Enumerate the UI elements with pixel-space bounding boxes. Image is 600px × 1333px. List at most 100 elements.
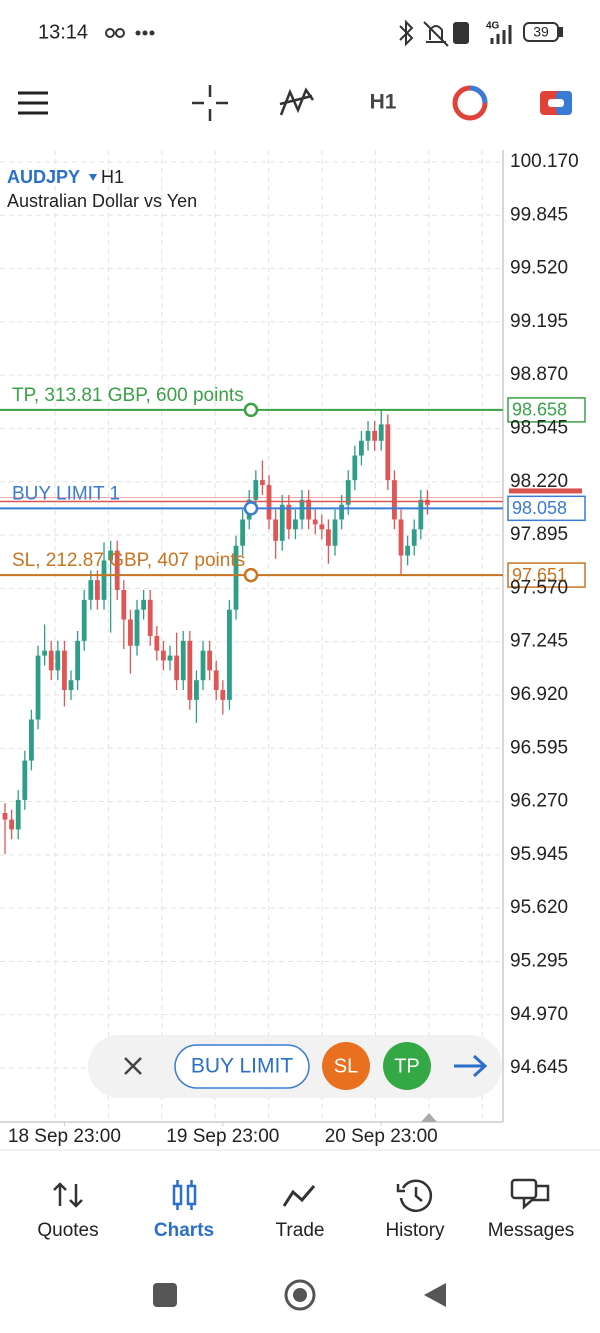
level-handle[interactable]	[243, 567, 259, 583]
history-icon[interactable]	[396, 1179, 433, 1212]
symbol[interactable]: AUDJPY	[7, 167, 80, 187]
candle-body	[306, 499, 312, 520]
nav-label[interactable]: Trade	[276, 1220, 325, 1241]
objects-button[interactable]	[452, 85, 488, 121]
candle-body	[75, 640, 81, 681]
nav-label[interactable]: Messages	[488, 1220, 575, 1241]
y-tick-label: 99.195	[510, 311, 568, 332]
candle-body	[227, 609, 232, 700]
tp-label[interactable]: TP	[394, 1055, 420, 1077]
candle-body	[48, 650, 54, 671]
chart-timeframe: H1	[101, 167, 124, 187]
next-button[interactable]	[454, 1054, 488, 1078]
candle-body	[167, 655, 173, 661]
candle-body	[108, 550, 114, 561]
candles	[2, 409, 430, 855]
level-handle[interactable]	[243, 501, 259, 516]
candle-body	[273, 519, 279, 541]
level-price-box	[507, 495, 586, 522]
tp-button[interactable]	[383, 1042, 431, 1090]
candle-body	[299, 499, 305, 520]
order-type-pill[interactable]	[174, 1044, 310, 1089]
nav-label[interactable]: Quotes	[37, 1220, 98, 1241]
candle-body	[35, 655, 41, 720]
crosshair-button[interactable]	[192, 85, 228, 121]
x-tick-label: 19 Sep 23:00	[166, 1126, 279, 1147]
candle-body	[134, 609, 140, 646]
sl-label[interactable]: SL	[334, 1055, 358, 1077]
candle-body	[200, 650, 206, 681]
quotes-icon[interactable]	[53, 1182, 83, 1208]
candle-body	[372, 430, 378, 441]
home-button-dot[interactable]	[293, 1288, 307, 1302]
candle-body	[194, 680, 199, 700]
candle-body	[213, 670, 219, 691]
y-tick-label: 98.545	[510, 417, 568, 438]
candle-body	[22, 760, 28, 800]
level-price-box	[507, 562, 586, 588]
level-label: SL, 212.87 GBP, 407 points	[12, 550, 245, 571]
y-tick-label: 95.945	[510, 844, 568, 865]
candle-body	[62, 650, 67, 691]
candle-body	[9, 819, 15, 830]
candle-body	[365, 430, 371, 441]
candle-body	[207, 650, 213, 671]
candle-body	[332, 519, 338, 546]
y-tick-label: 96.920	[510, 684, 568, 705]
level-handle[interactable]	[243, 402, 259, 418]
y-tick-label: 98.220	[510, 471, 568, 492]
battery-level: 39	[533, 24, 549, 40]
nav-label[interactable]: Charts	[154, 1220, 214, 1241]
messages-icon[interactable]	[510, 1178, 550, 1210]
indicators-button[interactable]	[279, 87, 315, 116]
y-tick-label: 98.870	[510, 364, 568, 385]
back-button[interactable]	[424, 1283, 446, 1307]
y-tick-label: 95.620	[510, 897, 568, 918]
trade-button[interactable]	[540, 91, 572, 115]
candle-body	[29, 719, 34, 761]
home-button[interactable]	[284, 1279, 316, 1311]
close-button[interactable]	[124, 1057, 142, 1075]
y-tick-label: 99.845	[510, 204, 568, 225]
candle-body	[240, 519, 246, 546]
level-price: 98.058	[512, 498, 567, 518]
y-tick-label: 97.570	[510, 577, 568, 598]
recents-button[interactable]	[153, 1283, 177, 1307]
bid-price-marker	[509, 488, 582, 494]
candle-body	[398, 519, 404, 556]
x-tick-label: 20 Sep 23:00	[325, 1126, 438, 1147]
candle-body	[121, 589, 127, 620]
level-label: TP, 313.81 GBP, 600 points	[12, 385, 244, 406]
menu-button[interactable]	[18, 91, 48, 115]
order-type[interactable]: BUY LIMIT	[191, 1055, 293, 1078]
clock: 13:14	[38, 21, 88, 43]
levels: TP, 313.81 GBP, 600 points 98.658 BUY LIMI…	[0, 385, 586, 588]
scroll-marker	[421, 1113, 437, 1122]
nav-label[interactable]: History	[385, 1220, 445, 1241]
candle-body	[15, 799, 21, 830]
candle-body	[128, 619, 133, 646]
candle-body	[392, 480, 397, 520]
candle-body	[352, 455, 358, 481]
symbol-dropdown[interactable]	[89, 174, 97, 181]
sl-button[interactable]	[322, 1042, 370, 1090]
candle-body	[187, 640, 193, 700]
candle-body	[411, 529, 417, 546]
trade-icon[interactable]	[282, 1185, 316, 1207]
candle-body	[220, 690, 226, 700]
grid	[0, 150, 503, 1122]
charts-icon[interactable]	[172, 1180, 197, 1210]
level-price-box	[507, 397, 586, 423]
candle-body	[147, 599, 153, 636]
candle-body	[2, 813, 8, 820]
level-label: BUY LIMIT 1	[12, 483, 120, 504]
timeframe-button[interactable]: H1	[370, 91, 397, 114]
y-tick-label: 100.170	[510, 151, 579, 172]
candle-body	[141, 599, 147, 610]
candle-body	[253, 480, 259, 500]
candle-body	[81, 599, 87, 641]
level-price: 98.658	[512, 400, 567, 420]
candle-body	[68, 680, 74, 691]
candle-body	[378, 424, 384, 441]
